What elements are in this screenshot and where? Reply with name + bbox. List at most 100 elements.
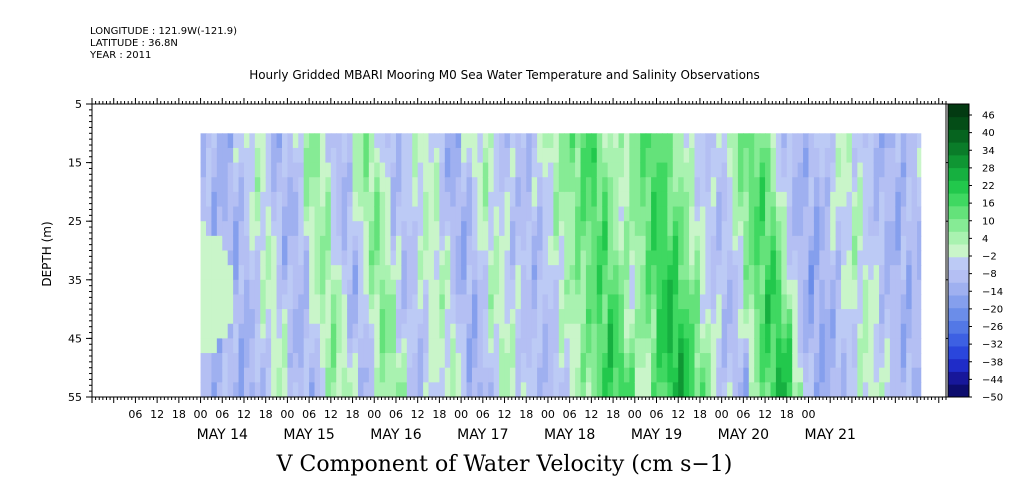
heatmap-cell: [618, 382, 625, 398]
heatmap-cell: [732, 235, 739, 252]
heatmap-cell: [656, 323, 663, 339]
heatmap-cell: [265, 147, 272, 164]
heatmap-cell: [813, 338, 820, 354]
heatmap-cell: [499, 309, 506, 325]
heatmap-cell: [461, 162, 468, 178]
heatmap-cell: [841, 309, 848, 325]
heatmap-cell: [824, 309, 831, 325]
heatmap-cell: [759, 265, 766, 281]
heatmap-cell: [482, 162, 489, 178]
heatmap-cell: [765, 382, 772, 398]
heatmap-cell: [493, 294, 500, 310]
heatmap-cell: [564, 367, 571, 383]
heatmap-cell: [341, 235, 348, 252]
heatmap-cell: [444, 279, 451, 296]
heatmap-cell: [444, 133, 451, 149]
heatmap-cell: [504, 235, 511, 252]
colorbar-label: 22: [982, 181, 995, 192]
heatmap-cell: [379, 294, 386, 310]
heatmap-cell: [520, 147, 527, 164]
heatmap-cell: [651, 353, 658, 369]
heatmap-cell: [775, 147, 782, 164]
heatmap-cell: [314, 250, 321, 266]
heatmap-cell: [537, 294, 544, 310]
heatmap-cell: [309, 177, 316, 193]
heatmap-cell: [352, 177, 359, 193]
heatmap-cell: [477, 250, 484, 266]
heatmap-cell: [417, 382, 424, 398]
heatmap-cell: [482, 221, 489, 237]
heatmap-cell: [602, 177, 609, 193]
heatmap-cell: [716, 279, 723, 296]
heatmap-cell: [352, 133, 359, 149]
heatmap-cell: [629, 309, 636, 325]
heatmap-cell: [488, 323, 495, 339]
heatmap-cell: [667, 367, 674, 383]
heatmap-cell: [737, 367, 744, 383]
heatmap-cell: [895, 221, 902, 237]
heatmap-cell: [205, 279, 213, 296]
heatmap-cell: [509, 367, 516, 383]
heatmap-cell: [813, 265, 820, 281]
heatmap-cell: [515, 265, 522, 281]
x-hour-label: 06: [476, 408, 490, 421]
heatmap-cell: [287, 235, 294, 252]
heatmap-cell: [803, 382, 810, 398]
heatmap-cell: [607, 206, 614, 222]
heatmap-cell: [357, 294, 364, 310]
heatmap-cell: [309, 147, 316, 164]
colorbar-band: [948, 180, 969, 194]
heatmap-cell: [727, 353, 734, 369]
heatmap-cell: [835, 250, 842, 266]
heatmap-cell: [243, 382, 251, 398]
heatmap-cell: [721, 367, 728, 383]
heatmap-cell: [748, 221, 755, 237]
heatmap-cell: [423, 147, 430, 164]
heatmap-cell: [205, 235, 213, 252]
heatmap-cell: [906, 338, 913, 354]
heatmap-cell: [374, 294, 381, 310]
heatmap-cell: [368, 147, 375, 164]
heatmap-cell: [846, 279, 853, 296]
heatmap-cell: [466, 147, 473, 164]
heatmap-cell: [868, 382, 875, 398]
heatmap-cell: [417, 221, 424, 237]
heatmap-cell: [276, 206, 283, 222]
heatmap-cell: [862, 250, 869, 266]
heatmap-cell: [515, 206, 522, 222]
heatmap-cell: [319, 294, 326, 310]
heatmap-cell: [526, 353, 533, 369]
heatmap-cell: [727, 309, 734, 325]
heatmap-cell: [678, 177, 685, 193]
heatmap-cell: [607, 250, 614, 266]
heatmap-cell: [406, 250, 413, 266]
heatmap-cell: [509, 191, 516, 208]
heatmap-cell: [569, 367, 576, 383]
heatmap-cell: [884, 191, 891, 208]
x-hour-label: 18: [259, 408, 273, 421]
heatmap-cell: [634, 133, 641, 149]
heatmap-cell: [298, 206, 305, 222]
heatmap-cell: [287, 191, 294, 208]
heatmap-cell: [238, 279, 245, 296]
colorbar-band: [948, 193, 969, 207]
heatmap-cell: [699, 382, 706, 398]
heatmap-cell: [314, 382, 321, 398]
heatmap-cell: [634, 294, 641, 310]
heatmap-cell: [205, 147, 213, 164]
heatmap-cell: [401, 221, 408, 237]
heatmap-cell: [911, 382, 918, 398]
heatmap-cell: [357, 133, 364, 149]
heatmap-cell: [385, 133, 392, 149]
heatmap-cell: [325, 279, 332, 296]
heatmap-cell: [830, 206, 837, 222]
heatmap-cell: [705, 206, 712, 222]
heatmap-cell: [786, 162, 793, 178]
heatmap-cell: [803, 279, 810, 296]
heatmap-cell: [645, 235, 652, 252]
heatmap-cell: [645, 382, 652, 398]
heatmap-cell: [368, 367, 375, 383]
heatmap-cell: [379, 323, 386, 339]
heatmap-cell: [895, 206, 902, 222]
heatmap-cell: [640, 206, 647, 222]
